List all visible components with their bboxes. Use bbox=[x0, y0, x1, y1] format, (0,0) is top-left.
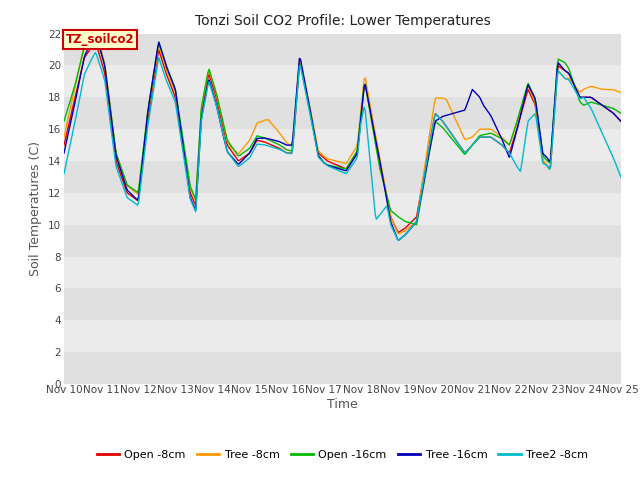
Tree -16cm bbox=[393, 234, 401, 240]
Tree2 -8cm bbox=[606, 147, 614, 153]
Tree -8cm bbox=[617, 90, 625, 96]
Tree -16cm bbox=[395, 237, 403, 243]
Open -16cm bbox=[606, 105, 614, 110]
Tree -8cm bbox=[329, 157, 337, 163]
Open -8cm bbox=[606, 108, 614, 113]
Open -8cm bbox=[60, 142, 68, 148]
Tree -16cm bbox=[326, 163, 333, 169]
Tree -16cm bbox=[362, 88, 370, 94]
Bar bbox=[64, 288, 621, 320]
Tree -16cm bbox=[617, 119, 625, 124]
Tree -8cm bbox=[395, 231, 403, 237]
Tree -8cm bbox=[60, 134, 68, 140]
Tree2 -8cm bbox=[617, 174, 625, 180]
Open -16cm bbox=[326, 163, 333, 168]
Bar bbox=[64, 225, 621, 257]
Y-axis label: Soil Temperatures (C): Soil Temperatures (C) bbox=[29, 141, 42, 276]
Bar bbox=[64, 257, 621, 288]
Bar bbox=[64, 320, 621, 352]
Bar bbox=[64, 129, 621, 161]
Open -8cm bbox=[393, 227, 401, 232]
Tree -8cm bbox=[519, 101, 527, 107]
Bar bbox=[64, 65, 621, 97]
Tree -8cm bbox=[393, 228, 401, 233]
Open -8cm bbox=[329, 160, 337, 166]
Tree -16cm bbox=[519, 104, 527, 109]
Tree2 -8cm bbox=[519, 155, 527, 161]
Text: TZ_soilco2: TZ_soilco2 bbox=[66, 33, 134, 46]
Open -8cm bbox=[617, 119, 625, 124]
Line: Tree2 -8cm: Tree2 -8cm bbox=[64, 52, 621, 240]
Tree -8cm bbox=[606, 87, 614, 93]
Tree -16cm bbox=[606, 108, 614, 113]
Tree -16cm bbox=[60, 150, 68, 156]
Open -16cm bbox=[413, 222, 420, 228]
Tree2 -8cm bbox=[92, 49, 99, 55]
Tree2 -8cm bbox=[329, 165, 337, 171]
Tree -8cm bbox=[326, 156, 333, 162]
Open -16cm bbox=[92, 31, 99, 36]
Bar bbox=[64, 193, 621, 225]
Line: Tree -8cm: Tree -8cm bbox=[64, 34, 621, 234]
Bar bbox=[64, 97, 621, 129]
Tree2 -8cm bbox=[393, 234, 401, 240]
Open -16cm bbox=[329, 163, 337, 169]
Tree2 -8cm bbox=[326, 164, 333, 169]
Bar bbox=[64, 352, 621, 384]
Open -8cm bbox=[92, 39, 99, 45]
Open -16cm bbox=[393, 213, 401, 218]
Tree -8cm bbox=[90, 31, 98, 36]
Open -16cm bbox=[60, 119, 68, 124]
Tree2 -8cm bbox=[362, 120, 370, 126]
Open -16cm bbox=[519, 99, 527, 105]
Open -8cm bbox=[395, 229, 403, 235]
X-axis label: Time: Time bbox=[327, 398, 358, 411]
Open -16cm bbox=[617, 110, 625, 116]
Tree -16cm bbox=[92, 33, 99, 38]
Open -8cm bbox=[326, 159, 333, 165]
Line: Open -16cm: Open -16cm bbox=[64, 34, 621, 225]
Title: Tonzi Soil CO2 Profile: Lower Temperatures: Tonzi Soil CO2 Profile: Lower Temperatur… bbox=[195, 14, 490, 28]
Bar bbox=[64, 34, 621, 65]
Tree -8cm bbox=[362, 81, 370, 87]
Open -8cm bbox=[362, 88, 370, 94]
Bar bbox=[64, 161, 621, 193]
Open -16cm bbox=[362, 88, 370, 94]
Open -8cm bbox=[519, 106, 527, 111]
Line: Tree -16cm: Tree -16cm bbox=[64, 36, 621, 240]
Line: Open -8cm: Open -8cm bbox=[64, 42, 621, 232]
Tree2 -8cm bbox=[395, 237, 403, 243]
Legend: Open -8cm, Tree -8cm, Open -16cm, Tree -16cm, Tree2 -8cm: Open -8cm, Tree -8cm, Open -16cm, Tree -… bbox=[92, 445, 593, 465]
Tree2 -8cm bbox=[60, 171, 68, 177]
Tree -16cm bbox=[329, 164, 337, 170]
